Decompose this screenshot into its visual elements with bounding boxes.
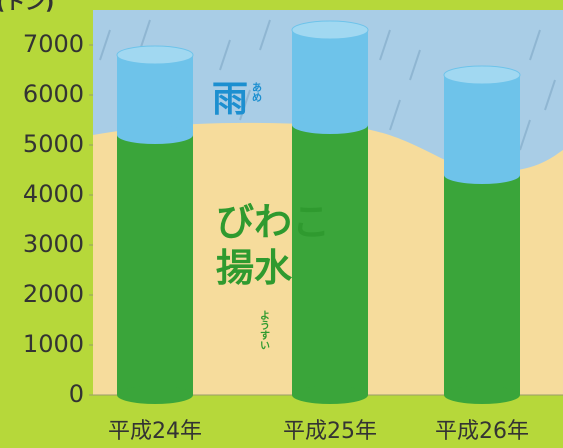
bar-segment — [444, 75, 520, 175]
y-tick-label: 6000 — [23, 80, 84, 108]
y-tick-label: 7000 — [23, 30, 84, 58]
bar-top-cap — [292, 21, 368, 39]
series-label: びわこ揚水 — [216, 200, 336, 291]
y-tick-label: 5000 — [23, 130, 84, 158]
bar-top-cap — [444, 66, 520, 84]
bar-segment-base — [444, 166, 520, 184]
series-reading: あめ — [252, 84, 264, 104]
bar-segment — [444, 175, 520, 395]
unit-label: (トン) — [0, 0, 54, 12]
bar-segment-base — [117, 386, 193, 404]
bar-segment-base — [292, 116, 368, 134]
x-tick-label: 平成26年 — [435, 419, 529, 444]
series-reading: ようすい — [260, 312, 272, 352]
bar-segment-base — [444, 386, 520, 404]
y-tick-label: 2000 — [23, 280, 84, 308]
x-tick-label: 平成24年 — [108, 419, 202, 444]
bar-top-cap — [117, 46, 193, 64]
series-label: 雨 — [212, 82, 248, 118]
bar-segment — [292, 30, 368, 125]
y-tick-label: 4000 — [23, 180, 84, 208]
x-tick-label: 平成25年 — [283, 419, 377, 444]
y-tick-label: 0 — [69, 380, 84, 408]
bar-segment-base — [117, 126, 193, 144]
bar-segment — [117, 135, 193, 395]
bar-segment — [117, 55, 193, 135]
bar-segment-base — [292, 386, 368, 404]
y-tick-label: 1000 — [23, 330, 84, 358]
y-tick-label: 3000 — [23, 230, 84, 258]
chart: 0 1000 2000 3000 4000 5000 6000 7000 平成24年 平成25年 平… — [0, 0, 563, 448]
